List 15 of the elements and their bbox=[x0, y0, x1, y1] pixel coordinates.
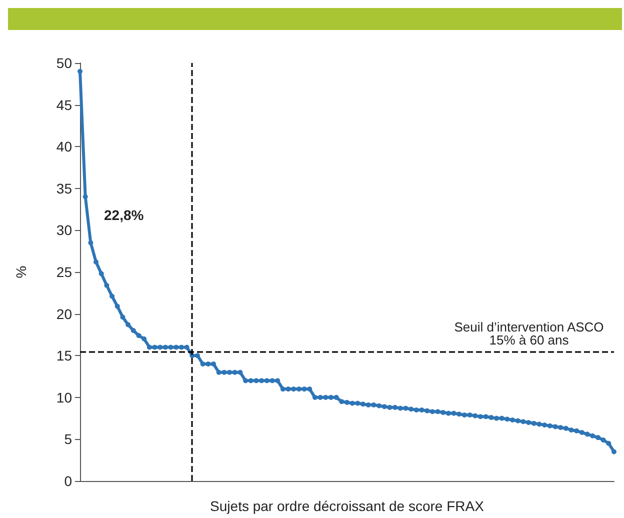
y-tick-label: 20 bbox=[56, 306, 72, 322]
y-tick-label: 10 bbox=[56, 389, 72, 406]
annotation: 22,8% bbox=[104, 207, 144, 223]
y-tick-label: 25 bbox=[56, 264, 72, 280]
y-tick-label: 15 bbox=[56, 348, 72, 364]
y-tick-label: 45 bbox=[56, 96, 72, 113]
y-tick-label: 50 bbox=[56, 55, 72, 71]
y-tick-label: 5 bbox=[64, 431, 72, 448]
y-tick-label: 35 bbox=[56, 180, 72, 196]
y-tick-label: 0 bbox=[64, 473, 72, 489]
x-axis-title: Sujets par ordre décroissant de score FRAX bbox=[210, 498, 485, 514]
y-tick-label: 30 bbox=[56, 222, 72, 238]
y-tick-label: 40 bbox=[56, 138, 72, 155]
ref-line-label: Seuil d’intervention ASCO 15% à 60 ans bbox=[454, 319, 604, 348]
y-axis-title: % bbox=[13, 266, 29, 278]
